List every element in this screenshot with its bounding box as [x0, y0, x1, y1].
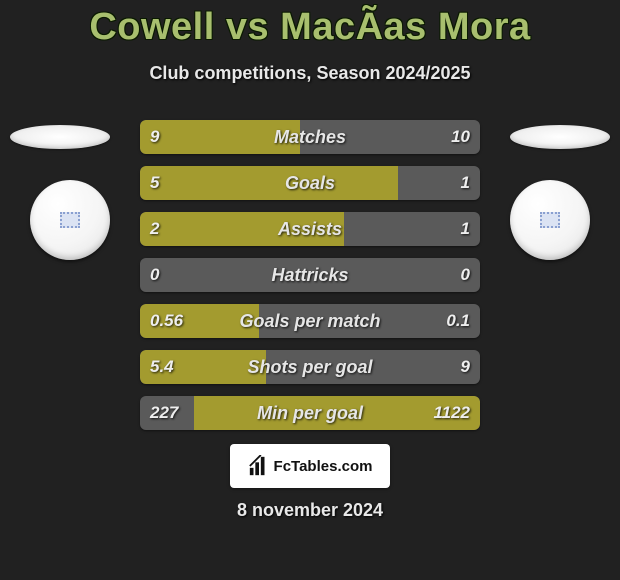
- stat-value-right: 1: [461, 166, 470, 200]
- stat-value-right: 9: [461, 350, 470, 384]
- stat-row: 0.560.1Goals per match: [140, 304, 480, 338]
- stat-value-left: 227: [150, 396, 178, 430]
- branding-badge: FcTables.com: [230, 444, 390, 488]
- subtitle: Club competitions, Season 2024/2025: [0, 63, 620, 84]
- club-badge-right: [510, 180, 590, 260]
- placeholder-icon: [60, 212, 80, 228]
- stat-value-left: 5.4: [150, 350, 174, 384]
- stat-row: 5.49Shots per goal: [140, 350, 480, 384]
- stat-label: Hattricks: [140, 258, 480, 292]
- bar-fill-left: [140, 166, 398, 200]
- stat-row: 0 0Hattricks: [140, 258, 480, 292]
- bar-chart-icon: [248, 455, 270, 477]
- stat-value-right: 10: [451, 120, 470, 154]
- bar-fill-left: [140, 212, 344, 246]
- club-badge-left: [30, 180, 110, 260]
- stat-value-right: 0: [461, 258, 470, 292]
- stat-value-right: 1: [461, 212, 470, 246]
- placeholder-icon: [540, 212, 560, 228]
- stat-value-right: 1122: [433, 396, 470, 430]
- stat-row: 2271122Min per goal: [140, 396, 480, 430]
- branding-text: FcTables.com: [274, 458, 373, 475]
- stat-value-left: 0.56: [150, 304, 183, 338]
- flag-left: [10, 125, 110, 149]
- page-title: Cowell vs MacÃ­as Mora: [0, 0, 620, 49]
- date: 8 november 2024: [0, 500, 620, 521]
- stat-value-left: 5: [150, 166, 159, 200]
- stat-row: 51Goals: [140, 166, 480, 200]
- stat-value-left: 9: [150, 120, 159, 154]
- stat-value-right: 0.1: [446, 304, 470, 338]
- stat-value-left: 0: [150, 258, 159, 292]
- comparison-bars: 910Matches51Goals21Assists00Hattricks0.5…: [140, 120, 480, 442]
- stat-value-left: 2: [150, 212, 159, 246]
- stat-row: 910Matches: [140, 120, 480, 154]
- bar-fill-left: [140, 120, 300, 154]
- stat-row: 21Assists: [140, 212, 480, 246]
- flag-right: [510, 125, 610, 149]
